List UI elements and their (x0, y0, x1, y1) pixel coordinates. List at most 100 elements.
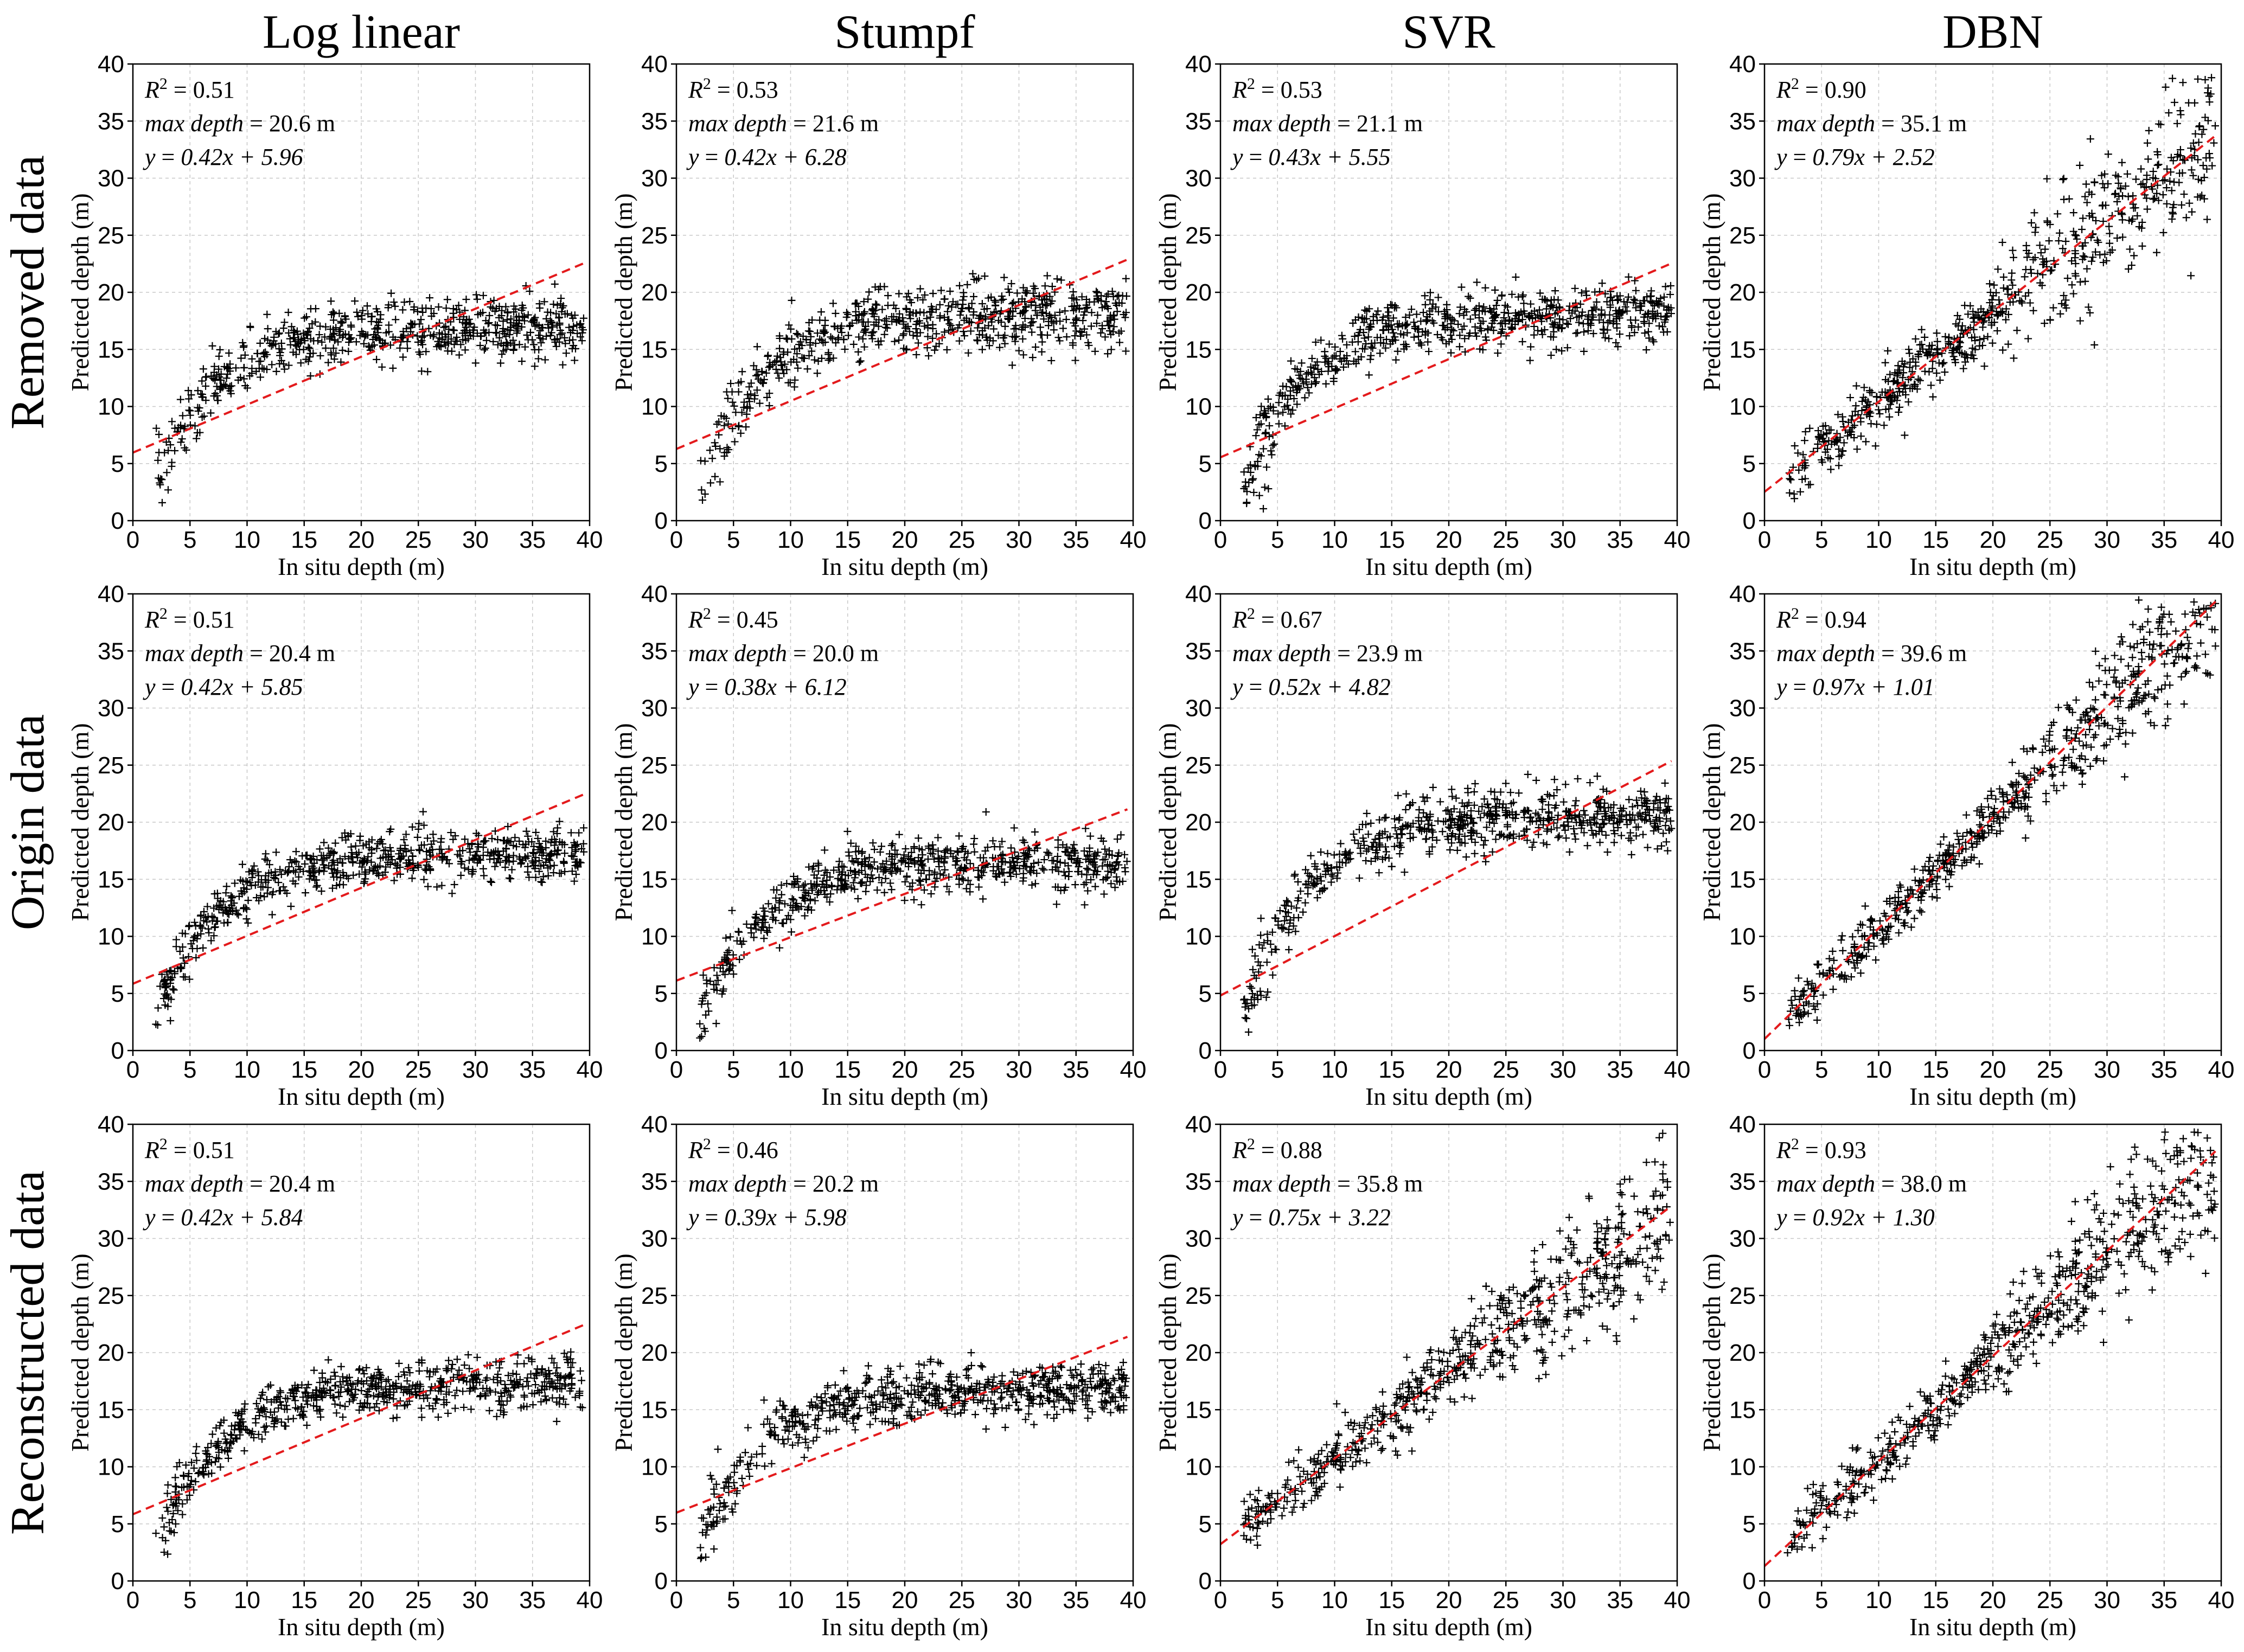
data-point (1056, 317, 1064, 325)
data-point (363, 302, 371, 310)
data-point (348, 848, 356, 856)
data-point (542, 332, 551, 340)
data-point (1798, 475, 1806, 483)
data-point (1959, 364, 1967, 373)
data-point (530, 345, 539, 354)
data-point (1834, 411, 1842, 419)
x-tick-label: 15 (291, 1056, 317, 1083)
data-point (803, 365, 811, 373)
data-point (407, 846, 415, 854)
data-point (177, 421, 185, 430)
data-point (2176, 107, 2184, 115)
data-point (1454, 321, 1462, 329)
data-point (1666, 290, 1674, 298)
data-point (780, 369, 788, 377)
data-point (427, 840, 436, 848)
data-point (513, 316, 521, 324)
data-point (1823, 445, 1831, 453)
data-point (1893, 372, 1901, 380)
y-tick-label: 15 (1729, 336, 1756, 363)
data-point (777, 881, 785, 889)
data-point (417, 338, 425, 346)
data-point (551, 841, 559, 849)
data-point (1904, 345, 1913, 354)
data-point (1467, 807, 1475, 815)
y-tick-label: 25 (1185, 752, 1212, 779)
data-point (335, 327, 343, 335)
data-point (442, 304, 450, 312)
data-point (2058, 245, 2067, 253)
data-point (1827, 465, 1835, 473)
x-tick-label: 30 (2094, 527, 2120, 553)
data-point (261, 335, 269, 343)
data-point (821, 328, 829, 336)
data-point (185, 395, 193, 403)
data-point (2029, 255, 2037, 264)
data-point (1006, 869, 1014, 877)
data-point (430, 309, 438, 317)
data-point (1885, 413, 1894, 421)
data-point (534, 834, 542, 842)
data-point (936, 870, 944, 878)
data-point (784, 348, 792, 356)
data-point (1094, 311, 1102, 319)
data-point (1389, 329, 1397, 337)
data-point (1441, 326, 1449, 334)
data-point (561, 849, 569, 857)
x-tick-label: 20 (1980, 527, 2006, 553)
data-point (1369, 344, 1377, 352)
data-point (1797, 488, 1805, 496)
data-point (1612, 312, 1620, 321)
data-point (955, 832, 963, 840)
data-point (1366, 355, 1374, 363)
x-tick-label: 40 (1664, 527, 1691, 553)
data-point (1895, 408, 1903, 417)
data-point (327, 351, 335, 359)
data-point (745, 398, 753, 406)
x-tick-label: 10 (777, 527, 804, 553)
data-point (216, 345, 224, 354)
data-point (1354, 338, 1362, 346)
data-point (2015, 288, 2023, 296)
data-point (1007, 280, 1015, 288)
data-point (170, 986, 178, 994)
y-tick-label: 15 (641, 336, 668, 363)
data-point (1257, 931, 1265, 939)
data-point (755, 375, 763, 383)
data-point (1122, 309, 1130, 317)
data-point (1917, 325, 1926, 334)
data-point (172, 943, 180, 951)
data-point (980, 305, 988, 313)
data-point (560, 859, 568, 867)
data-point (878, 842, 886, 850)
data-point (419, 308, 427, 316)
data-point (750, 362, 758, 370)
data-point (1010, 824, 1018, 832)
data-point (1955, 315, 1964, 323)
data-point (1040, 315, 1048, 323)
data-point (169, 985, 177, 993)
data-point (1472, 304, 1480, 312)
data-point (373, 355, 381, 363)
data-point (1419, 793, 1427, 801)
data-point (1000, 273, 1008, 281)
data-point (1619, 308, 1627, 316)
column-title-0: Log linear (263, 6, 460, 59)
data-point (1367, 819, 1375, 827)
scatter-points (696, 270, 1130, 504)
data-point (399, 353, 407, 361)
data-point (806, 895, 814, 904)
data-point (2138, 224, 2146, 232)
data-point (1392, 304, 1401, 312)
data-point (232, 906, 240, 914)
data-point (1104, 350, 1112, 358)
max-depth-annotation: max depth = 20.4 m (145, 640, 335, 667)
data-point (2196, 193, 2204, 201)
data-point (544, 321, 552, 329)
data-point (1447, 331, 1455, 340)
y-tick-label: 40 (641, 51, 668, 78)
data-point (2112, 171, 2120, 180)
data-point (1999, 284, 2008, 292)
data-point (2008, 276, 2016, 284)
data-point (1101, 845, 1109, 853)
